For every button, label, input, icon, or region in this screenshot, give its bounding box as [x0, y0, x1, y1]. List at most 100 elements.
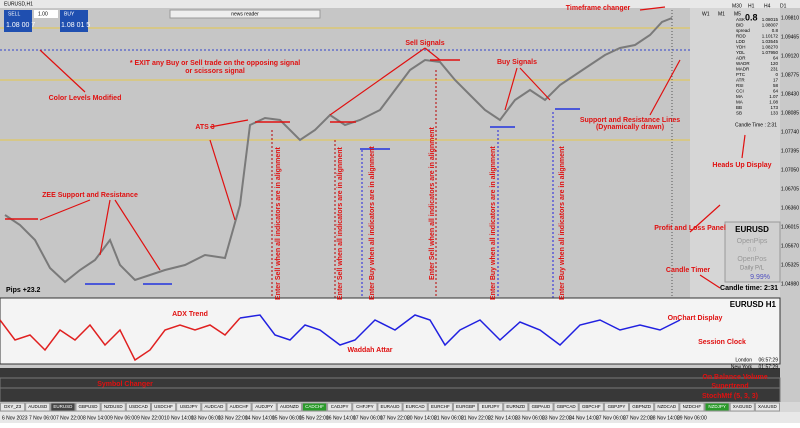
- symbol-button[interactable]: [654, 402, 680, 412]
- adx-up-line: [239, 314, 681, 347]
- symbol-label: AUDJPY: [255, 404, 273, 409]
- price-chart: [0, 8, 690, 298]
- symbol-button[interactable]: [578, 402, 604, 412]
- timeframe-button[interactable]: H4: [764, 3, 771, 9]
- stoch-panel: [0, 387, 781, 403]
- hud-spread: 0.8: [745, 12, 758, 22]
- date-label: 22 Nov 14:00: [488, 415, 518, 421]
- open-pips: OpenPips: [737, 238, 768, 245]
- symbol-label: GBPCAD: [557, 404, 577, 409]
- symbol-button[interactable]: [251, 402, 277, 412]
- news-reader-box: [169, 9, 321, 19]
- timeframe-button[interactable]: W1: [702, 11, 710, 17]
- timeframe-button[interactable]: M5: [734, 11, 741, 17]
- hud-value: 231: [770, 67, 778, 72]
- timeframe-button[interactable]: M1: [718, 11, 725, 17]
- symbol-button[interactable]: [679, 402, 705, 412]
- lot: 1.00: [38, 11, 48, 17]
- symbol-button[interactable]: [25, 402, 51, 412]
- symbol-button[interactable]: [301, 402, 328, 412]
- symbol-label: EURCHF: [431, 404, 450, 409]
- date-label: 23 Nov 06:00: [515, 415, 545, 421]
- entry-note: Enter Buy when all indicators are in ali…: [559, 146, 566, 300]
- symbol-button[interactable]: [75, 402, 101, 412]
- symbol-button[interactable]: [100, 402, 126, 412]
- symbol-label: CHFJPY: [356, 404, 374, 409]
- date-label: 13 Nov 06:00: [191, 415, 221, 421]
- hud-label: BID: [736, 23, 744, 28]
- sell-button[interactable]: [4, 10, 32, 32]
- symbol-button[interactable]: [226, 402, 252, 412]
- date-label: 7 Nov 22:00: [56, 415, 83, 421]
- support-lines: [85, 108, 580, 285]
- symbol-button[interactable]: [377, 402, 403, 412]
- hud-value: 1.08: [769, 100, 778, 105]
- symbol-button[interactable]: [754, 402, 780, 412]
- annotation: Waddah Attar: [348, 347, 393, 354]
- hud-label: LDD: [736, 39, 746, 44]
- hud-value: 1.07950: [762, 50, 779, 55]
- annotation: Session Clock: [698, 339, 746, 346]
- candle-timer: Candle time: 2:31: [720, 285, 778, 292]
- symbol-label: EURCAD: [406, 404, 426, 409]
- annotation: StochMtf (5, 3, 3): [702, 393, 758, 400]
- annotation: Timeframe changer: [566, 5, 631, 12]
- symbol-label: GBPAUD: [532, 404, 551, 409]
- symbol-button[interactable]: [553, 402, 579, 412]
- symbol-button[interactable]: [729, 402, 755, 412]
- hud-label: ADR: [736, 56, 746, 61]
- entry-note: Enter Buy when all indicators are in ali…: [369, 146, 376, 300]
- hud-label: YDL: [736, 50, 745, 55]
- date-label: 17 Nov 06:00: [353, 415, 383, 421]
- hud-label: spread: [736, 28, 750, 33]
- date-label: 6 Nov 2023: [2, 415, 28, 421]
- symbol-button[interactable]: [352, 402, 378, 412]
- symbol-button[interactable]: [629, 402, 655, 412]
- symbol-button[interactable]: [50, 402, 76, 412]
- hud-label: SB: [736, 111, 742, 116]
- symbol-button[interactable]: [176, 402, 202, 412]
- symbol-button[interactable]: [528, 402, 554, 412]
- symbol-button[interactable]: [427, 402, 453, 412]
- symbol-label: GBPCHF: [582, 404, 601, 409]
- date-label: 27 Nov 06:00: [596, 415, 626, 421]
- lot-box[interactable]: [34, 10, 58, 18]
- symbol-button[interactable]: [150, 402, 177, 412]
- symbol-button[interactable]: [125, 402, 151, 412]
- symbol-button[interactable]: [603, 402, 630, 412]
- symbol-button[interactable]: [402, 402, 428, 412]
- window-title: EURUSD,H1: [4, 1, 33, 7]
- symbol-label: EURJPY: [482, 404, 500, 409]
- timeframe-button[interactable]: D1: [780, 3, 787, 9]
- timeframe-button[interactable]: M30: [732, 3, 742, 9]
- symbol-button[interactable]: [478, 402, 504, 412]
- symbol-button[interactable]: [452, 402, 479, 412]
- symbol-button[interactable]: [276, 402, 302, 412]
- obv-panel: [0, 368, 780, 378]
- date-label: 24 Nov 14:00: [569, 415, 599, 421]
- symbol-button[interactable]: [327, 402, 353, 412]
- symbol-button[interactable]: [503, 402, 529, 412]
- price-label: 1.07740: [781, 129, 799, 135]
- hud-value: 64: [773, 89, 779, 94]
- price-label: 1.06015: [781, 224, 799, 230]
- timeframe-button[interactable]: H1: [748, 3, 755, 9]
- date-label: 8 Nov 14:00: [83, 415, 110, 421]
- symbol-label: EURNZD: [506, 404, 525, 409]
- symbol-label: CADCHF: [305, 404, 324, 409]
- symbol-button[interactable]: [0, 402, 26, 412]
- annotation: Profit and Loss Panel: [654, 225, 726, 232]
- symbol-button[interactable]: [704, 402, 730, 412]
- title-bar: [0, 0, 800, 8]
- hud-value: 1.10172: [762, 34, 779, 39]
- price-label: 1.04980: [781, 281, 799, 287]
- symbol-label: NZDCHF: [683, 404, 702, 409]
- symbol-label: NZDCAD: [657, 404, 676, 409]
- clock-time: 01:57:29: [759, 364, 779, 370]
- symbol-button[interactable]: [201, 402, 227, 412]
- hud-value: 120: [770, 61, 778, 66]
- symbol-label: EURAUD: [380, 404, 400, 409]
- buy-button[interactable]: [60, 10, 88, 32]
- generated-layer: M30 H1 H4 D1 W1 M1 M5 Timeframe changer Sell Sig…: [0, 3, 799, 421]
- entry-note: Enter Buy when all indicators are in ali…: [490, 146, 497, 300]
